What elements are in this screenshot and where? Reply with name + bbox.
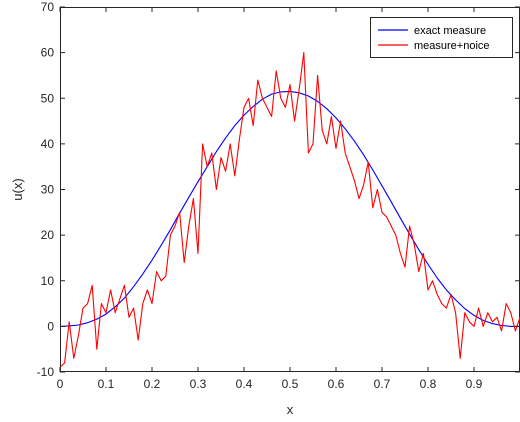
- x-tick-label: 0.2: [144, 377, 161, 391]
- x-tick-label: 0.3: [190, 377, 207, 391]
- y-tick-label: 0: [47, 319, 54, 333]
- x-tick-label: 0.9: [466, 377, 483, 391]
- y-tick-label: 30: [41, 183, 55, 197]
- x-tick-label: 0.6: [328, 377, 345, 391]
- plot-area: [60, 7, 520, 372]
- y-tick-label: 20: [41, 228, 55, 242]
- y-tick-label: 40: [41, 137, 55, 151]
- y-tick-label: -10: [37, 365, 55, 379]
- x-tick-label: 0.1: [98, 377, 115, 391]
- x-tick-label: 0.4: [236, 377, 253, 391]
- x-tick-label: 0.5: [282, 377, 299, 391]
- legend: exact measure measure+noice: [371, 18, 513, 58]
- x-tick-label: 0: [57, 377, 64, 391]
- y-tick-label: 10: [41, 274, 55, 288]
- y-axis-label: u(x): [10, 178, 25, 200]
- x-axis-label: x: [287, 402, 294, 417]
- legend-label-exact-measure: exact measure: [414, 25, 486, 37]
- legend-label-measure-noice: measure+noice: [414, 40, 490, 52]
- x-tick-label: 0.8: [420, 377, 437, 391]
- x-tick-label: 0.7: [374, 377, 391, 391]
- y-tick-label: 60: [41, 46, 55, 60]
- y-tick-label: 70: [41, 0, 55, 14]
- y-tick-label: 50: [41, 91, 55, 105]
